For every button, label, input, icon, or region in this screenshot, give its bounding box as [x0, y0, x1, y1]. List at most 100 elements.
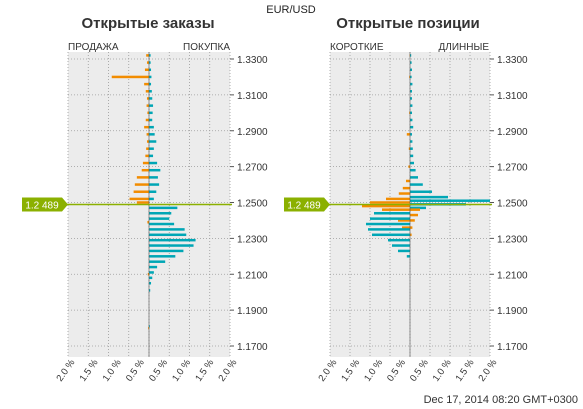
positions-xtick-label: 1.5 % — [339, 357, 362, 384]
orders-bar — [133, 190, 149, 193]
positions-bar — [410, 118, 413, 122]
positions-bar — [398, 219, 410, 222]
orders-bar — [147, 220, 149, 224]
orders-bar — [149, 61, 151, 64]
positions-short-label: КОРОТКИЕ — [330, 42, 384, 53]
positions-bar — [410, 75, 412, 79]
orders-bar — [149, 289, 151, 292]
orders-xtick-label: 1.5 % — [193, 357, 216, 384]
orders-xtick-label: 1.5 % — [78, 357, 101, 384]
positions-bar — [410, 68, 412, 72]
positions-ytick-label: 1.1700 — [497, 342, 528, 353]
orders-bar — [149, 90, 152, 93]
positions-xtick-label: 1.5 % — [454, 357, 477, 384]
positions-bar — [398, 249, 410, 253]
positions-xtick-label: 0.5 % — [385, 357, 408, 384]
positions-ytick-label: 1.2100 — [497, 270, 528, 281]
orders-xtick-label: 0.5 % — [124, 357, 147, 384]
orders-bar — [149, 325, 150, 328]
orders-price-marker-label: 1.2 489 — [25, 200, 59, 211]
orders-ytick-label: 1.3100 — [237, 91, 268, 102]
positions-bar — [410, 90, 412, 93]
positions-xtick-label: 1.0 % — [362, 357, 385, 384]
positions-bar — [410, 208, 420, 211]
positions-price-marker-label: 1.2 489 — [287, 200, 321, 211]
orders-sell-label: ПРОДАЖА — [68, 42, 119, 53]
orders-ytick-label: 1.1900 — [237, 306, 268, 317]
positions-bar — [410, 206, 426, 210]
orders-bar — [149, 260, 166, 263]
orders-bar — [149, 75, 152, 79]
orders-bar — [149, 244, 194, 247]
symbol-title: EUR/USD — [266, 4, 316, 16]
positions-ytick-label: 1.2700 — [497, 163, 528, 174]
orders-bar — [149, 197, 154, 201]
positions-bar — [368, 228, 410, 231]
positions-bar — [398, 192, 410, 195]
positions-bar — [362, 204, 410, 208]
orders-bar — [146, 140, 149, 143]
orders-bar — [149, 118, 153, 122]
orders-bar — [149, 206, 178, 210]
orders-bar — [149, 212, 172, 215]
positions-bar — [410, 154, 414, 158]
positions-ytick-label: 1.2300 — [497, 234, 528, 245]
orders-bar — [148, 326, 149, 330]
positions-bar — [372, 233, 410, 237]
positions-bar — [406, 255, 410, 258]
orders-bar — [149, 190, 157, 193]
orders-ytick-label: 1.1700 — [237, 342, 268, 353]
positions-chart: 1.3300 1.3100 1.2900 1.2700 1.2500 1.2300 1.21… — [316, 52, 528, 384]
orders-bar — [145, 90, 149, 93]
orders-bar — [129, 197, 149, 201]
positions-price-marker — [284, 197, 330, 212]
orders-bar — [149, 222, 175, 226]
orders-bar — [149, 82, 152, 86]
orders-bar — [144, 82, 149, 86]
orders-bar — [149, 176, 158, 179]
orders-xtick-label: 2.0 % — [216, 357, 239, 384]
positions-bar — [410, 111, 412, 115]
positions-bar — [382, 208, 410, 211]
positions-bar — [410, 54, 412, 57]
timestamp: Dec 17, 2014 08:20 GMT+0300 — [424, 394, 578, 406]
orders-bar — [149, 183, 160, 186]
positions-bar — [410, 97, 412, 100]
positions-bar — [410, 82, 413, 86]
positions-bar — [410, 213, 418, 217]
orders-bar — [146, 54, 149, 57]
positions-bar — [410, 226, 413, 229]
positions-bar — [370, 201, 410, 204]
orders-ytick-label: 1.2100 — [237, 270, 268, 281]
orders-bar — [149, 97, 153, 100]
orders-bar — [149, 217, 170, 220]
orders-bar — [149, 228, 185, 231]
orders-chart-title: Открытые заказы — [81, 15, 214, 32]
orders-xtick-label: 1.0 % — [170, 357, 193, 384]
positions-bar — [402, 186, 410, 190]
orders-ytick-label: 1.2500 — [237, 199, 268, 210]
positions-bar — [410, 168, 416, 172]
positions-ytick-label: 1.2900 — [497, 127, 528, 138]
orders-chart: 1.3300 1.3100 1.2900 1.2700 1.2500 1.2300 1.21… — [54, 52, 268, 384]
orders-ytick-label: 1.3300 — [237, 55, 268, 66]
orders-bar — [147, 273, 149, 276]
positions-bar — [409, 111, 410, 115]
orders-bar — [136, 176, 149, 179]
orders-bar — [111, 75, 149, 79]
positions-xtick-label: 2.0 % — [316, 357, 339, 384]
orders-bar — [149, 271, 154, 274]
orders-xtick-label: 2.0 % — [54, 357, 77, 384]
orders-bar — [149, 154, 154, 158]
positions-bar — [409, 75, 410, 79]
positions-ytick-label: 1.3300 — [497, 55, 528, 66]
positions-bar — [406, 133, 410, 136]
positions-bar — [410, 219, 415, 222]
positions-bar — [406, 179, 410, 183]
orders-bar — [134, 183, 149, 186]
orders-ytick-label: 1.2700 — [237, 163, 268, 174]
orders-bar — [149, 238, 196, 242]
orders-bar — [146, 104, 149, 107]
orders-bar — [146, 133, 149, 136]
